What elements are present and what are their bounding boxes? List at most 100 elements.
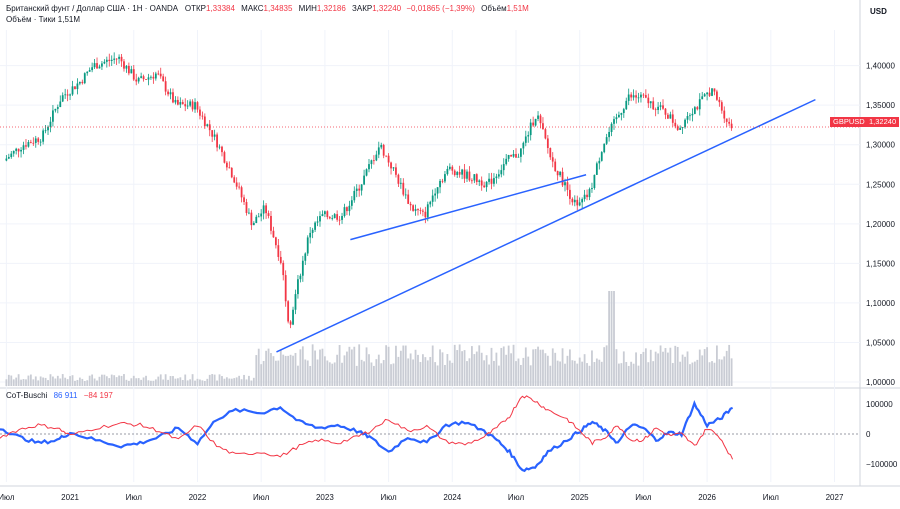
symbol-title[interactable]: Британский фунт / Доллар США · 1Н · OAND…	[6, 4, 178, 13]
indicator-legend[interactable]: CoT-Buschi 86 911 −84 197	[6, 391, 113, 400]
volume-bar	[34, 376, 37, 386]
price-axis[interactable]: 1,40000 1,35000 1,30000 1,25000 1,20000 1,150…	[866, 62, 895, 387]
indicator-name[interactable]: CoT-Buschi	[6, 391, 48, 400]
volume-bar	[542, 349, 544, 386]
candle-body	[576, 199, 579, 206]
candle-body	[588, 189, 591, 198]
currency-label[interactable]: USD	[870, 7, 887, 16]
volume-bar	[56, 375, 59, 386]
candle-body	[632, 95, 635, 98]
volume-bar	[118, 375, 120, 386]
candle-body	[500, 170, 503, 175]
volume-bar	[358, 344, 361, 386]
volume-bar	[10, 375, 13, 386]
volume-bar	[534, 349, 537, 386]
candle-body	[74, 86, 76, 90]
candle-body	[512, 154, 515, 157]
volume-bar	[292, 355, 294, 386]
volume-bar	[417, 354, 419, 386]
volume-bar	[52, 376, 54, 386]
candle-body	[385, 155, 388, 157]
candle-body	[686, 116, 689, 120]
volume-bar	[172, 376, 174, 386]
candle-body	[483, 185, 486, 188]
volume-bar	[314, 350, 316, 386]
candle-body	[419, 210, 422, 211]
volume-bar	[426, 360, 429, 386]
volume-bar	[218, 374, 221, 386]
candle-body	[201, 115, 204, 117]
candle-body	[542, 123, 544, 130]
volume-bar	[532, 349, 535, 386]
cot-axis[interactable]: 100000 0 −100000	[866, 400, 898, 469]
candle-body	[573, 199, 576, 203]
volume-bar	[331, 363, 334, 386]
volume-bar	[78, 377, 81, 386]
volume-bar	[284, 355, 287, 386]
candle-body	[83, 73, 86, 84]
symbol-legend[interactable]: Британский фунт / Доллар США · 1Н · OAND…	[6, 4, 529, 13]
candle-body	[505, 158, 508, 165]
candle-body	[593, 174, 596, 189]
cot-indicator-panel	[0, 395, 860, 473]
volume-bar	[659, 345, 662, 386]
candle-body	[620, 113, 623, 115]
volume-bar	[559, 361, 562, 386]
volume-bar	[341, 362, 343, 386]
volume-legend[interactable]: Объём · Тики 1,51M	[6, 15, 81, 24]
volume-bar	[698, 349, 701, 386]
volume-bar	[448, 360, 451, 386]
volume-bar	[382, 360, 385, 386]
volume-bar	[368, 354, 370, 386]
candle-body	[407, 194, 410, 204]
candle-body	[395, 167, 397, 175]
volume-bar	[250, 380, 253, 386]
candle-body	[15, 148, 18, 151]
candle-body	[150, 76, 152, 78]
volume-bar	[86, 380, 89, 386]
volume-bar	[436, 365, 439, 386]
time-axis[interactable]: Июл 2021 Июл 2022 Июл 2023 Июл 2024 Июл 2025 Июл 20…	[0, 493, 844, 502]
volume-bar	[395, 345, 397, 386]
candle-body	[392, 167, 395, 169]
candle-body	[42, 130, 45, 142]
candle-body	[657, 106, 660, 110]
volume-bar	[461, 351, 463, 386]
volume-bar	[93, 378, 96, 386]
cot-series-line	[0, 395, 734, 460]
candle-body	[615, 117, 618, 120]
volume-bar	[463, 350, 466, 386]
grid-lines	[0, 0, 900, 487]
volume-bar	[441, 352, 444, 386]
candle-body	[299, 275, 302, 280]
candle-body	[618, 114, 620, 118]
candle-body	[365, 169, 368, 176]
candle-body	[213, 134, 216, 137]
volume-bar	[152, 380, 155, 386]
volume-bar	[539, 349, 542, 386]
candle-body	[47, 126, 49, 131]
volume-bar	[458, 344, 461, 386]
candle-body	[681, 127, 684, 128]
volume-bar	[654, 351, 657, 386]
candle-body	[203, 116, 206, 127]
volume-bar	[431, 345, 434, 386]
candle-body	[674, 122, 677, 127]
volume-bar	[248, 375, 250, 386]
candle-body	[56, 107, 59, 109]
volume-bar	[238, 375, 241, 386]
time-tick-label: 2021	[61, 493, 79, 502]
candle-body	[662, 105, 664, 109]
volume-bar	[510, 353, 512, 386]
volume-bar	[549, 365, 552, 386]
volume-bar	[674, 345, 677, 386]
candle-body	[417, 209, 419, 211]
time-tick-label: 2024	[443, 493, 461, 502]
candle-body	[473, 174, 476, 181]
volume-bar	[230, 378, 233, 386]
candle-body	[667, 114, 669, 119]
candle-body	[235, 182, 238, 187]
candle-body	[118, 56, 120, 59]
candle-body	[461, 169, 463, 175]
